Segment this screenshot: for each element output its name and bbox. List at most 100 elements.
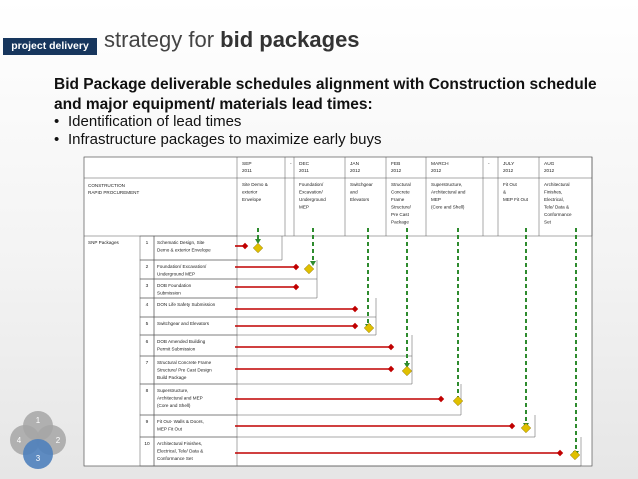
package-name: Permit Submission [157,347,196,352]
red-diamond [556,449,564,457]
package-number: 7 [146,360,149,366]
column-year: 2012 [391,168,402,173]
column-milestone: MEP Fit Out [503,197,529,202]
column-month: SEP [242,161,252,167]
package-name: Structure/ Pre Cast Design [157,368,212,373]
column-month: - [488,162,490,167]
package-name: Foundation/ Excavation/ [157,264,207,269]
column-milestone: Switchgear [350,182,373,187]
package-number: 1 [146,240,149,246]
green-arrowhead [404,363,410,368]
column-milestone: Structure/ [391,205,412,210]
snp-packages-label: SNP Packages [88,240,120,245]
package-name: Fit Out- Walls & Doors, [157,419,204,424]
package-number: 10 [144,441,150,447]
column-milestone: exterior [242,190,258,195]
column-milestone: Superstructure, [431,182,462,187]
table-frame [83,156,593,467]
red-diamond [387,365,395,373]
construction-label: RAPID PROCUREMENT [88,190,139,195]
section-badge: project delivery [3,38,97,55]
red-diamond [292,263,300,271]
red-diamond [292,283,300,291]
package-name: Architectural Finishes, [157,441,202,446]
column-milestone: (Core and Shell) [431,205,465,210]
red-diamond [241,242,249,250]
construction-label: CONSTRUCTION [88,183,125,188]
page-title: strategy for bid packages [104,27,360,53]
column-month: MARCH [431,161,449,167]
venn-label-3: 3 [36,454,41,463]
package-number: 5 [146,321,149,327]
column-milestone: Envelope [242,197,262,202]
package-name: Build Package [157,375,187,380]
package-name: DOB Amended Building [157,339,206,344]
yellow-diamond [569,449,581,461]
package-name: Superstructure, [157,388,188,393]
green-arrowhead [310,261,316,266]
column-milestone: Architectural [544,182,570,187]
subheading: Bid Package deliverable schedules alignm… [54,75,634,115]
package-name: Architectural and MEP [157,396,203,401]
column-milestone: Excavation/ [299,190,323,195]
column-milestone: & [503,190,506,195]
yellow-diamond [520,422,532,434]
column-month: JULY [503,161,515,167]
package-number: 4 [146,302,149,308]
column-year: 2011 [299,168,309,173]
yellow-diamond [452,395,464,407]
package-name-cell [153,436,238,467]
column-year: 2012 [544,168,555,173]
red-diamond [387,343,395,351]
column-year: 2011 [242,168,252,173]
red-diamond [351,305,359,313]
column-month: - [290,162,292,167]
venn-label-1: 1 [36,416,41,425]
package-number: 9 [146,419,149,425]
package-name: Underground MEP [157,272,195,277]
column-milestone: Finishes, [544,190,562,195]
venn-label-2: 2 [56,436,61,445]
package-name: DON Life Safety Submission [157,302,216,307]
column-milestone: Set [544,220,552,225]
column-milestone: Concrete [391,190,410,195]
red-diamond [508,422,516,430]
column-month: DEC [299,161,310,167]
column-milestone: and [350,190,358,195]
column-year: 2012 [350,168,361,173]
venn-circle-3 [23,439,53,469]
column-milestone: Architectural and [431,190,466,195]
package-number: 8 [146,388,149,394]
package-name: DOB Foundation [157,283,192,288]
green-arrowhead [255,239,261,244]
red-diamond [351,322,359,330]
bullet-list: Identification of lead times Infrastruct… [54,113,381,149]
column-milestone: MEP [431,197,441,202]
yellow-diamond [303,263,315,275]
title-prefix: strategy for [104,27,221,52]
subheading-line-2: and major equipment/ materials lead time… [54,96,373,113]
package-name: Electrical, Tele/ Data & [157,449,203,454]
package-name: Switchgear and Elevators [157,321,210,326]
package-name: Structural Concrete Frame [157,360,212,365]
column-milestone: Fit Out [503,182,518,187]
yellow-diamond [401,365,413,377]
package-number: 6 [146,339,149,345]
package-number: 3 [146,283,149,289]
red-diamond [437,395,445,403]
column-milestone: Package [391,220,409,225]
column-milestone: Elevators [350,197,370,202]
column-month: JAN [350,161,360,167]
column-milestone: Foundation/ [299,182,324,187]
title-bold: bid packages [220,27,360,52]
venn-label-4: 4 [17,436,22,445]
package-name: Submission [157,291,181,296]
column-milestone: Site Demo & [242,182,268,187]
package-name: MEP Fit Out [157,427,183,432]
column-milestone: Tele/ Data & [544,205,569,210]
column-milestone: Conformance [544,212,572,217]
package-name: Demo & exterior Envelope [157,248,211,253]
column-year: 2012 [503,168,514,173]
